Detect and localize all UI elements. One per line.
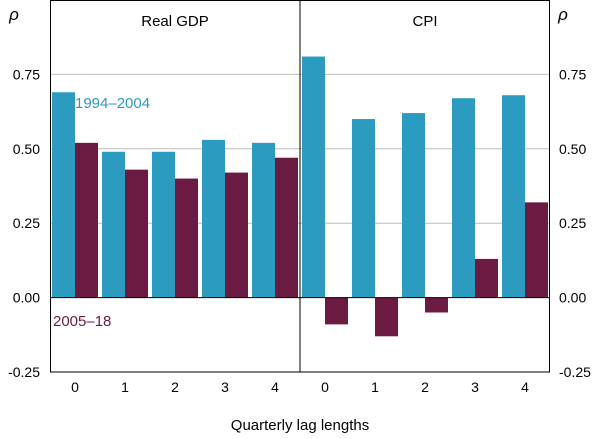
y-axis-symbol-right: ρ [557, 5, 568, 24]
x-tick-label: 0 [71, 379, 79, 395]
panel-title-cpi: CPI [412, 13, 437, 30]
y-tick-label-left: -0.25 [8, 364, 40, 380]
y-tick-label-right: 0.00 [559, 290, 586, 306]
legend-label-2005-18: 2005–18 [53, 313, 111, 330]
legend-label-1994-2004: 1994–2004 [75, 95, 150, 112]
bar-cpi-1994-2004-lag-2 [402, 113, 425, 298]
x-tick-label: 3 [471, 379, 479, 395]
bar-gdp-2005-18-lag-0 [75, 142, 98, 298]
bar-cpi-2005-18-lag-2 [425, 297, 448, 313]
x-tick-label: 1 [121, 379, 129, 395]
bar-gdp-1994-2004-lag-1 [102, 151, 125, 298]
bar-gdp-2005-18-lag-1 [125, 169, 148, 298]
bar-gdp-2005-18-lag-2 [175, 178, 198, 298]
y-tick-label-left: 0.75 [13, 66, 40, 82]
x-tick-label: 1 [371, 379, 379, 395]
x-tick-label: 4 [271, 379, 279, 395]
bar-gdp-1994-2004-lag-4 [252, 142, 275, 298]
y-tick-label-right: 0.50 [559, 141, 586, 157]
x-tick-label: 2 [171, 379, 179, 395]
bar-cpi-2005-18-lag-3 [475, 258, 498, 298]
y-tick-label-left: 0.50 [13, 141, 40, 157]
y-tick-label-left: 0.25 [13, 215, 40, 231]
y-tick-label-right: -0.25 [559, 364, 591, 380]
x-tick-label: 4 [521, 379, 529, 395]
frame-layer [50, 0, 550, 373]
bar-gdp-1994-2004-lag-3 [202, 139, 225, 298]
ticks-layer: -0.25 -0.25 0.00 0.00 0.25 0.25 0.50 0.50 0.75 0.… [8, 66, 591, 395]
x-tick-label: 0 [321, 379, 329, 395]
y-tick-label-right: 0.75 [559, 66, 586, 82]
bars-layer [52, 56, 548, 337]
x-tick-label: 2 [421, 379, 429, 395]
bar-cpi-1994-2004-lag-0 [302, 56, 325, 298]
bar-cpi-2005-18-lag-0 [325, 297, 348, 325]
bar-gdp-2005-18-lag-3 [225, 172, 248, 298]
x-axis-label: Quarterly lag lengths [231, 417, 369, 434]
bar-cpi-1994-2004-lag-3 [452, 98, 475, 298]
bar-cpi-1994-2004-lag-1 [352, 119, 375, 298]
x-tick-label: 3 [221, 379, 229, 395]
y-tick-label-left: 0.00 [13, 290, 40, 306]
y-axis-symbol-left: ρ [8, 5, 19, 24]
bar-gdp-1994-2004-lag-2 [152, 151, 175, 298]
panel-title-real-gdp: Real GDP [141, 13, 209, 30]
bar-gdp-1994-2004-lag-0 [52, 92, 75, 298]
y-tick-label-right: 0.25 [559, 215, 586, 231]
bar-cpi-2005-18-lag-4 [525, 202, 548, 298]
bar-cpi-2005-18-lag-1 [375, 297, 398, 337]
bar-cpi-1994-2004-lag-4 [502, 95, 525, 298]
text-layer: Real GDP CPI ρ ρ 1994–2004 2005–18 Quart… [8, 5, 568, 434]
bar-gdp-2005-18-lag-4 [275, 157, 298, 298]
